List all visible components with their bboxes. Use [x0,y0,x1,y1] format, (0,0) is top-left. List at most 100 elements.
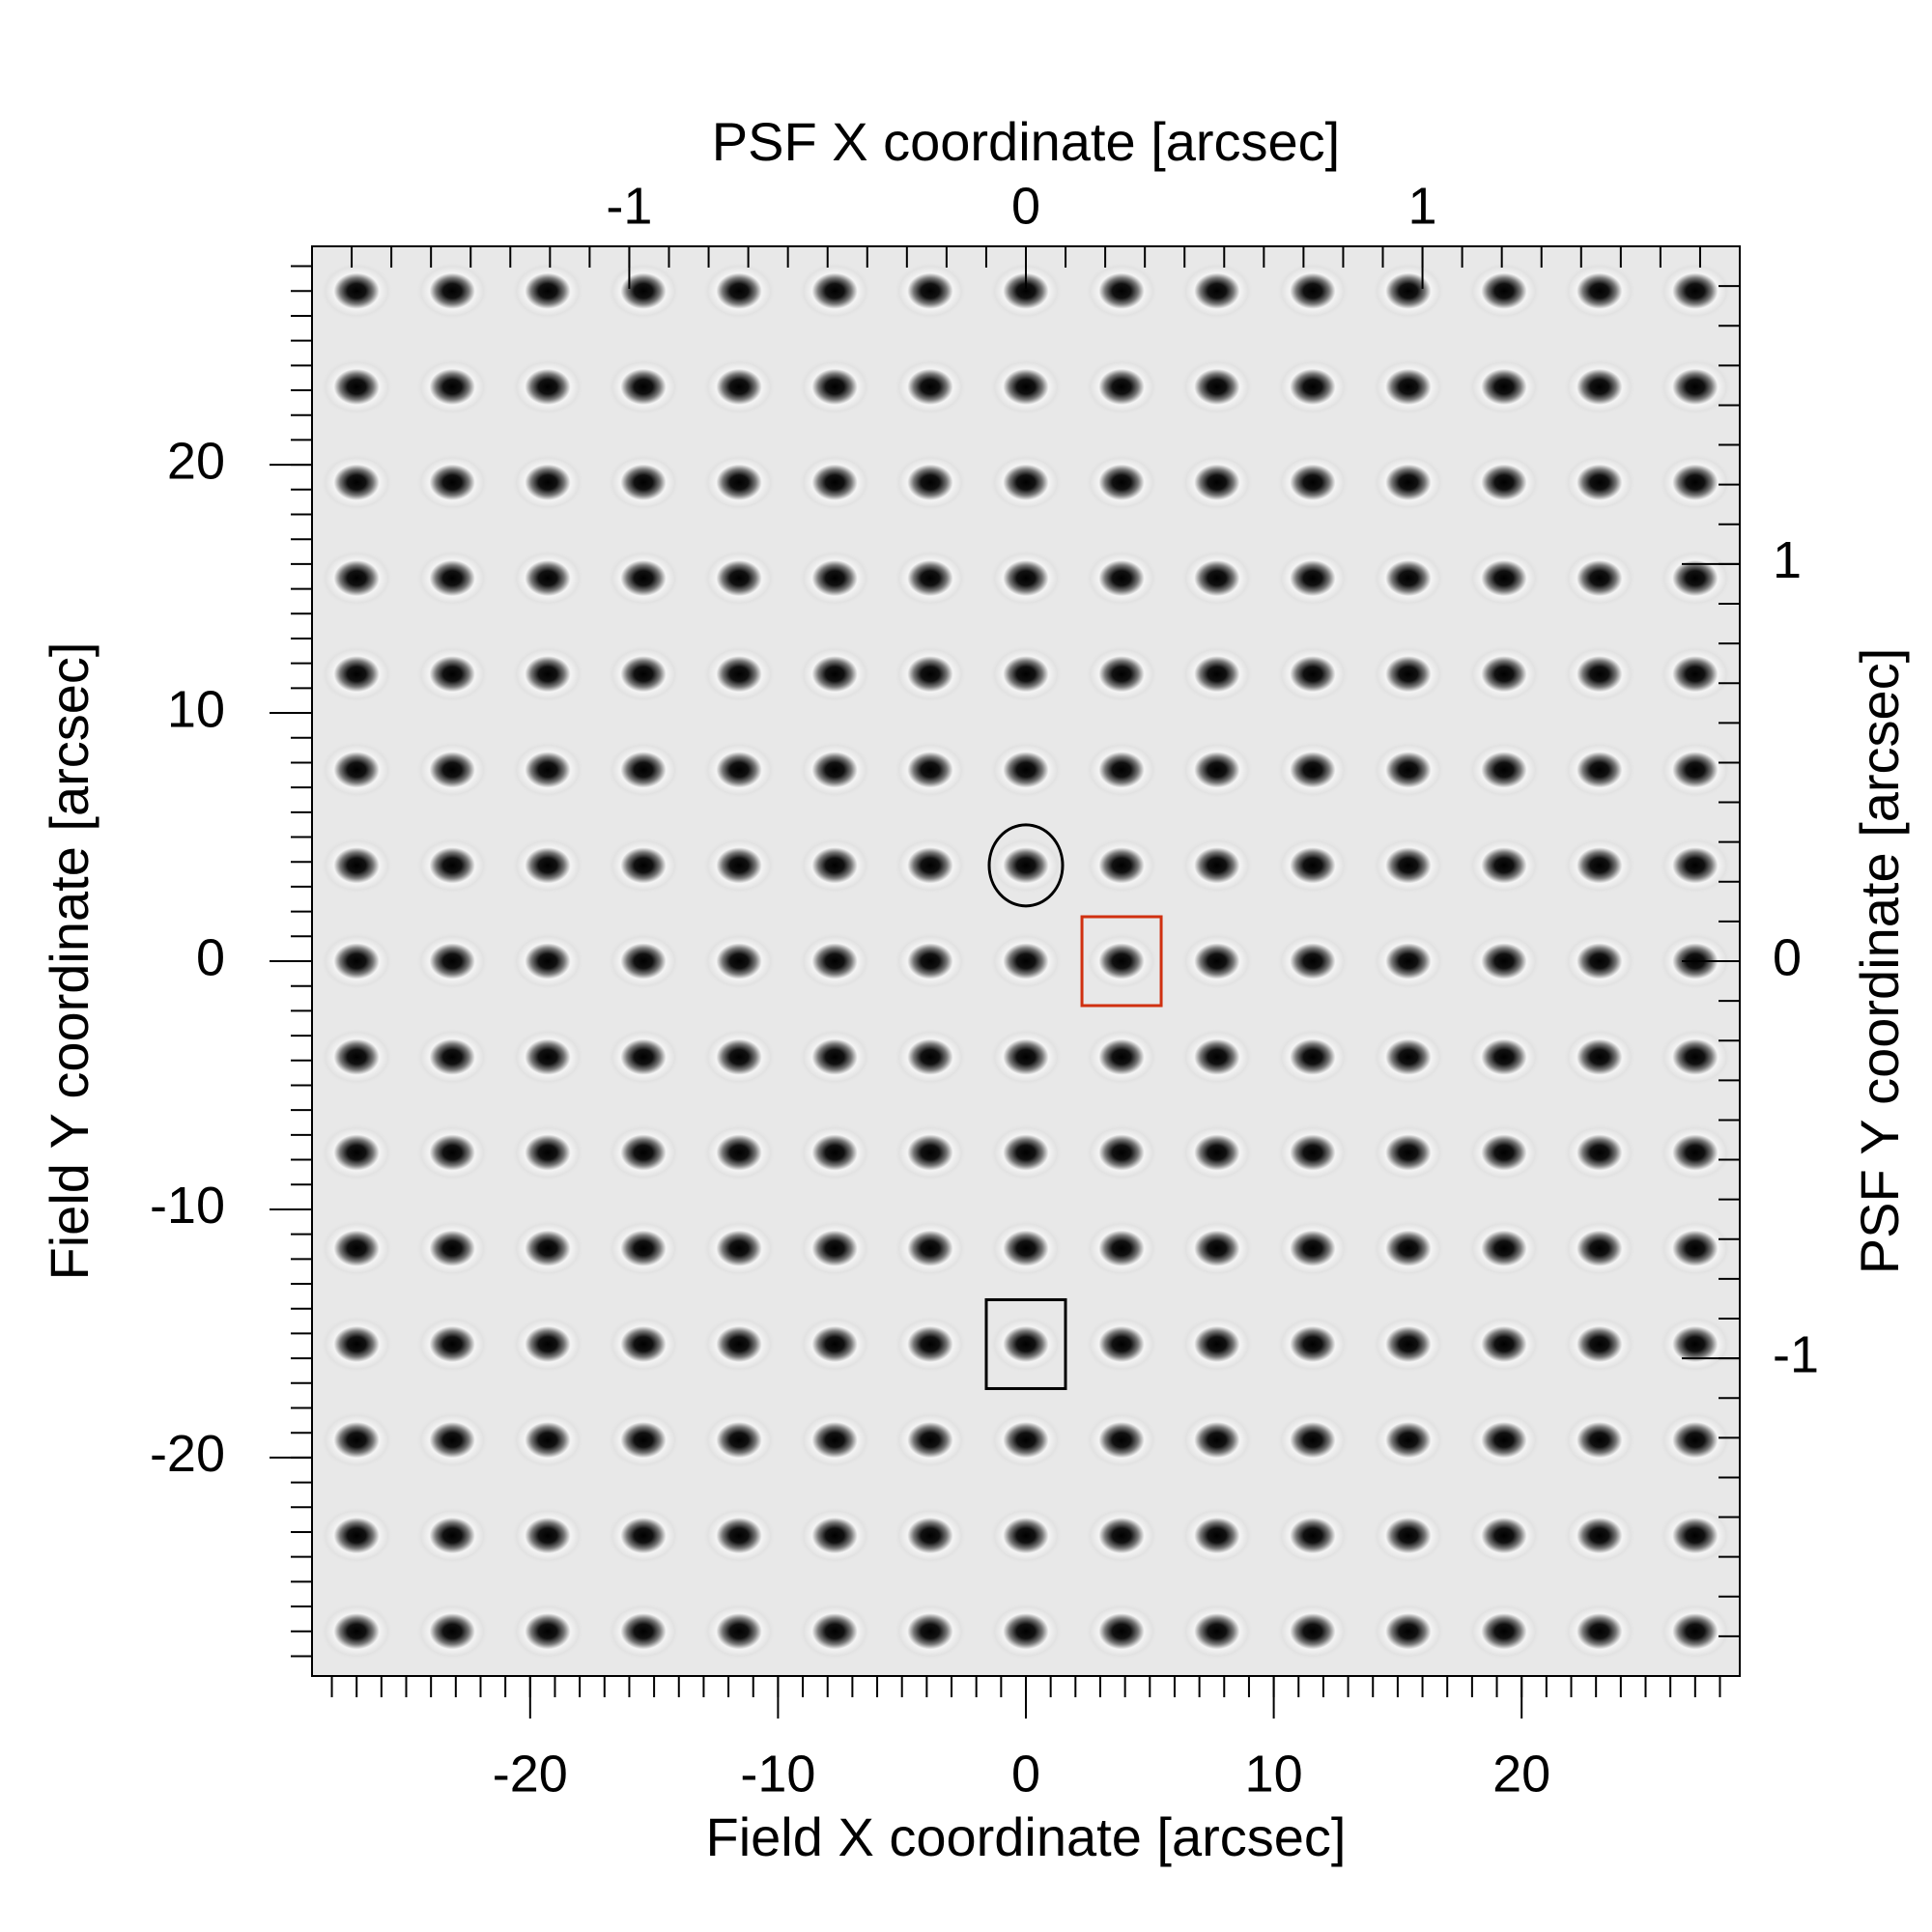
psf-spot [1562,1219,1636,1278]
psf-spot [1562,1602,1636,1661]
psf-spot [1658,262,1732,321]
psf-spot [798,1506,872,1565]
psf-spot [415,1315,490,1374]
psf-spot [1466,1410,1541,1469]
psf-spot [607,1219,681,1278]
psf-spot [415,453,490,512]
psf-spot [1275,1315,1350,1374]
psf-spot [320,1219,394,1278]
psf-spot [320,1410,394,1469]
psf-spot [511,740,585,799]
psf-spot [320,932,394,990]
psf-spot [415,740,490,799]
psf-spot [1179,453,1254,512]
psf-spot [1371,1028,1445,1087]
psf-spot [702,1028,777,1087]
psf-spot [798,549,872,608]
psf-spot [1562,740,1636,799]
psf-spot [1179,740,1254,799]
psf-spot [607,1410,681,1469]
psf-spot [415,262,490,321]
psf-spot [1275,453,1350,512]
psf-spot [1562,836,1636,895]
psf-spot [702,1219,777,1278]
psf-spot [989,1219,1063,1278]
x-tick-label: -20 [493,1745,568,1803]
psf-spot [798,1315,872,1374]
psf-spot [1275,1602,1350,1661]
psf-spot [607,357,681,416]
psf-spot [320,740,394,799]
psf-spot [1562,357,1636,416]
psf-spot [893,549,967,608]
psf-spot [798,453,872,512]
psf-spot [798,740,872,799]
psf-spot [1179,932,1254,990]
psf-spot [1562,549,1636,608]
psf-spot [1658,1506,1732,1565]
psf-spot [1658,549,1732,608]
psf-spot [989,1123,1063,1182]
psf-spot [1658,740,1732,799]
y2-tick-label: -1 [1773,1325,1819,1383]
psf-spot [989,836,1063,895]
psf-spot [511,644,585,703]
right-axis-title: PSF Y coordinate [arcsec] [1849,648,1910,1274]
psf-spot [511,1123,585,1182]
psf-spot [511,453,585,512]
y2-tick-label: 1 [1773,531,1802,589]
psf-spot [1658,1602,1732,1661]
psf-spot [893,453,967,512]
psf-spot [415,932,490,990]
psf-spot [511,1410,585,1469]
psf-spot [1371,932,1445,990]
psf-spot [702,453,777,512]
psf-spot [1085,1219,1159,1278]
psf-spot [415,1410,490,1469]
psf-spot [1466,453,1541,512]
psf-spot [1085,1028,1159,1087]
psf-spot [511,1315,585,1374]
psf-spot [1085,1123,1159,1182]
psf-spot [989,357,1063,416]
psf-spot [320,644,394,703]
psf-spot [415,1602,490,1661]
psf-spot [702,740,777,799]
psf-spot [320,836,394,895]
psf-spot [798,1410,872,1469]
psf-spot [320,453,394,512]
psf-spot [1179,1410,1254,1469]
psf-spot [1275,357,1350,416]
marker-square [984,1297,1067,1390]
psf-spot [1466,549,1541,608]
psf-spot [320,1123,394,1182]
psf-spot [989,1506,1063,1565]
psf-spot [320,1506,394,1565]
psf-spot [1371,740,1445,799]
psf-spot [1562,453,1636,512]
psf-spot [1371,644,1445,703]
psf-spot [511,549,585,608]
psf-spot [893,932,967,990]
psf-spot [893,1602,967,1661]
psf-spot [989,1028,1063,1087]
psf-spot [702,1410,777,1469]
psf-spot [511,357,585,416]
psf-spot [1562,1410,1636,1469]
psf-spot [1275,1506,1350,1565]
psf-spot [1275,262,1350,321]
psf-spot [893,1410,967,1469]
psf-spot [702,1602,777,1661]
psf-spot [511,1028,585,1087]
psf-spot [1179,357,1254,416]
psf-spot [1466,644,1541,703]
psf-spot [1658,1123,1732,1182]
psf-spot [989,1410,1063,1469]
psf-spot [1085,644,1159,703]
psf-spot [1466,1315,1541,1374]
psf-spot [702,357,777,416]
psf-spot [607,1028,681,1087]
psf-spot [798,644,872,703]
psf-spot [893,740,967,799]
psf-spot [320,357,394,416]
